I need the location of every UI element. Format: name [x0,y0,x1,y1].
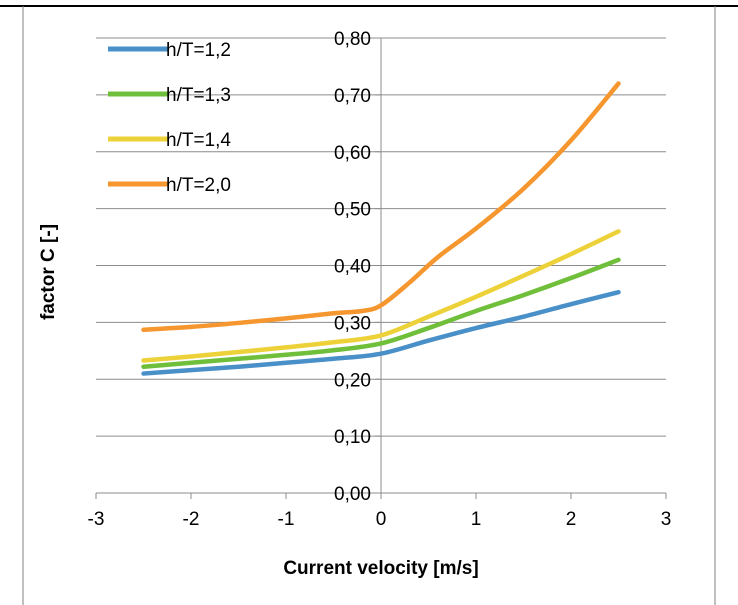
series-line-4 [141,81,621,333]
series-lines [141,81,621,376]
legend-label-4: h/T=2,0 [166,175,231,196]
y-tick-label: 0,30 [334,313,371,334]
y-tick-labels: 0,00 0,10 0,20 0,30 0,40 0,50 0,60 0,70 0,80 [334,29,371,505]
x-tick-labels: -3 -2 -1 0 1 2 3 [88,509,672,530]
y-tick-label: 0,00 [334,484,371,505]
y-tick-label: 0,50 [334,200,371,221]
y-tick-label: 0,80 [334,29,371,50]
legend: h/T=1,2 h/T=1,3 h/T=1,4 h/T=2,0 [108,40,231,196]
x-tick-label: 3 [661,509,672,530]
legend-label-2: h/T=1,3 [166,85,231,106]
series-line-3 [141,229,621,363]
y-tick-label: 0,60 [334,143,371,164]
series-line-2 [141,257,621,369]
x-tick-label: 0 [376,509,387,530]
legend-label-3: h/T=1,4 [166,130,231,151]
x-axis-label: Current velocity [m/s] [283,558,478,579]
series-line-1 [141,289,621,376]
x-tick-label: 1 [471,509,482,530]
y-tick-label: 0,10 [334,427,371,448]
y-tick-label: 0,20 [334,370,371,391]
x-tick-label: -1 [278,509,295,530]
axes [95,37,667,499]
x-tick-label: -2 [183,509,200,530]
y-tick-label: 0,40 [334,257,371,278]
x-tick-label: -3 [88,509,105,530]
y-tick-label: 0,70 [334,86,371,107]
y-axis-label: factor C [-] [38,224,59,320]
legend-label-1: h/T=1,2 [166,40,231,61]
x-tick-label: 2 [566,509,577,530]
